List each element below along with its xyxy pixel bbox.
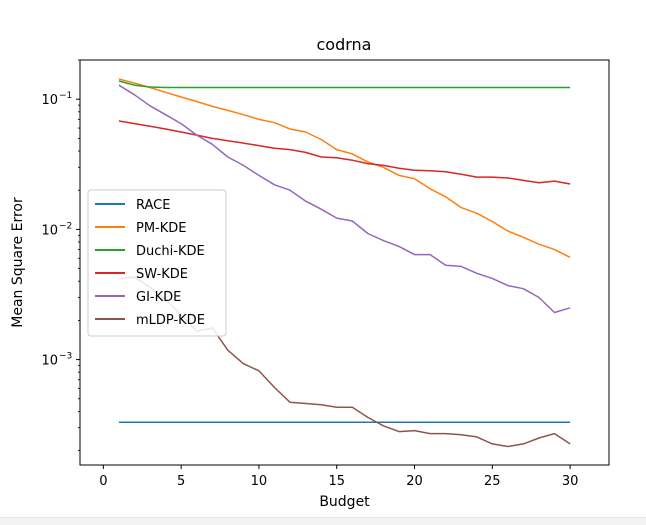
series-line-sw-kde bbox=[118, 120, 571, 185]
legend-label: Duchi-KDE bbox=[136, 244, 205, 259]
x-tick-label: 30 bbox=[562, 474, 579, 489]
series-line-pm-kde bbox=[118, 78, 571, 258]
x-tick-label: 0 bbox=[99, 474, 107, 489]
legend-label: GI-KDE bbox=[136, 290, 181, 305]
x-tick-label: 10 bbox=[251, 474, 268, 489]
legend-label: RACE bbox=[136, 198, 170, 213]
legend-label: PM-KDE bbox=[136, 221, 187, 236]
x-axis-label: Budget bbox=[319, 494, 370, 510]
y-tick-label: 10 bbox=[41, 93, 58, 108]
y-tick-exponent: −2 bbox=[59, 221, 72, 231]
x-tick-label: 20 bbox=[406, 474, 423, 489]
series-line-gi-kde bbox=[118, 84, 571, 314]
series-line-duchi-kde bbox=[118, 80, 571, 89]
y-axis-label: Mean Square Error bbox=[10, 197, 26, 328]
x-tick-label: 25 bbox=[484, 474, 501, 489]
plot-frame bbox=[79, 59, 610, 466]
y-tick-exponent: −1 bbox=[59, 91, 72, 101]
y-tick-label: 10 bbox=[41, 223, 58, 238]
x-tick-label: 15 bbox=[328, 474, 345, 489]
y-tick-label: 10 bbox=[41, 354, 58, 369]
legend-label: SW-KDE bbox=[136, 267, 188, 282]
legend: RACE PM-KDE Duchi-KDE SW-KDE GI-KDE mLDP-KDE bbox=[87, 189, 227, 337]
y-tick-exponent: −3 bbox=[59, 352, 72, 362]
x-tick-label: 5 bbox=[177, 474, 185, 489]
legend-label: mLDP-KDE bbox=[136, 313, 205, 328]
chart-title: codrna bbox=[317, 35, 372, 54]
window-bottom-strip bbox=[0, 517, 646, 525]
